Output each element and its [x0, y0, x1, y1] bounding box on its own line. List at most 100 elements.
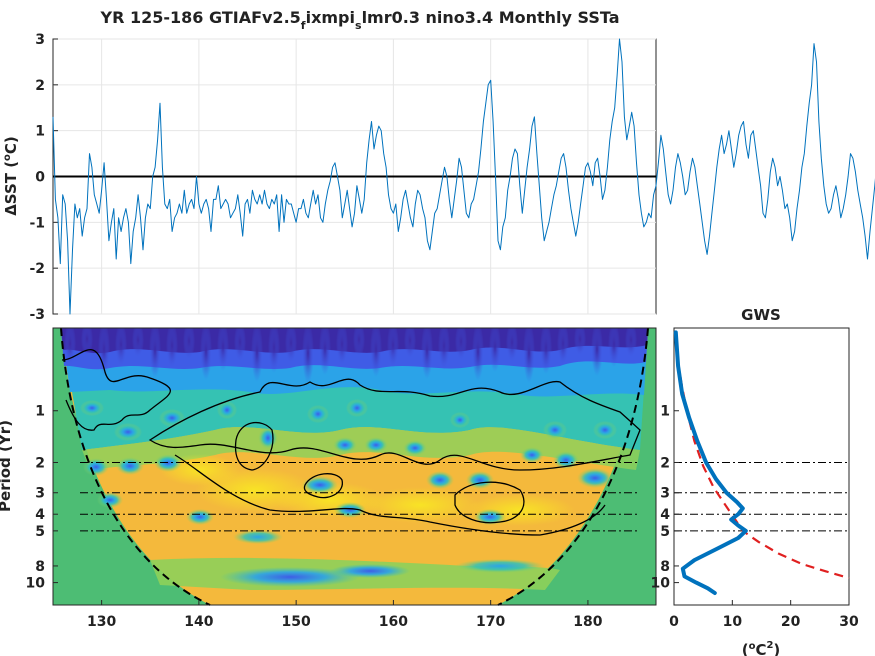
power-finger	[489, 328, 501, 372]
power-finger	[625, 328, 637, 358]
wavelet-yticks: 1 2 3 45 810	[26, 404, 58, 592]
gws-xtick-label: 20	[781, 614, 801, 630]
power-finger	[268, 328, 280, 373]
power-finger	[251, 328, 263, 382]
power-finger	[200, 328, 212, 380]
power-hole	[120, 460, 140, 472]
power-low-1	[220, 567, 360, 587]
power-hole	[101, 495, 119, 505]
gws-axes-box	[673, 327, 850, 606]
power-finger	[540, 328, 552, 374]
power-finger	[506, 328, 518, 363]
gws-xtick-label: 0	[669, 614, 679, 630]
wavelet-power-field	[61, 328, 648, 605]
power-finger	[183, 328, 195, 360]
power-finger	[115, 328, 127, 367]
timeseries-ytick-label: 2	[35, 78, 45, 94]
wavelet-xtick-label: 150	[282, 614, 311, 630]
gws-ytick-label: 4	[660, 507, 670, 523]
power-finger	[608, 328, 620, 367]
significance-contour-2	[148, 378, 641, 471]
power-hole	[547, 424, 563, 436]
power-finger	[591, 328, 603, 376]
power-finger	[319, 328, 331, 375]
timeseries-ytick-label: 0	[35, 170, 45, 186]
gws-ytick-label: 5	[660, 524, 670, 540]
gws-title: GWS	[741, 306, 781, 324]
power-hole	[557, 454, 575, 466]
power-hole	[262, 430, 274, 446]
power-finger	[64, 328, 76, 365]
power-hole	[368, 440, 384, 450]
power-finger	[557, 328, 569, 365]
gws-ytick-label: 2	[660, 455, 670, 471]
wavelet-xtick-label: 180	[573, 614, 602, 630]
power-finger	[523, 328, 535, 383]
timeseries-ytick-label: -2	[29, 261, 45, 277]
timeseries-ytick-label: -3	[29, 307, 45, 323]
power-finger	[217, 328, 229, 371]
power-hole	[118, 426, 138, 438]
gws-xtick-label: 30	[839, 614, 859, 630]
power-hole	[190, 512, 210, 522]
power-hole	[524, 450, 540, 460]
gws-ytick-label: 3	[660, 486, 670, 502]
power-finger	[574, 328, 586, 356]
power-rim-green	[82, 427, 640, 470]
global-wavelet-spectrum-line	[673, 330, 748, 595]
sst-anomaly-line	[52, 38, 875, 315]
wavelet-ytick-label: 2	[35, 455, 45, 471]
wavelet-reference-lines	[80, 461, 640, 532]
power-finger	[472, 328, 484, 381]
power-hole	[338, 505, 362, 515]
gws-xticks: 0 10 20 30	[669, 600, 859, 630]
power-finger	[98, 328, 110, 376]
wavelet-xtick-label: 130	[87, 614, 116, 630]
wavelet-ytick-label: 4	[35, 507, 45, 523]
power-finger	[387, 328, 399, 368]
timeseries-ytick-label: -1	[29, 215, 45, 231]
power-fingers	[64, 328, 637, 384]
wavelet-ytick-label: 8	[35, 559, 45, 575]
power-finger	[455, 328, 467, 361]
power-hole	[581, 471, 609, 485]
power-finger	[421, 328, 433, 379]
power-low-4	[233, 530, 283, 544]
significance-contour-6	[234, 421, 274, 471]
wavelet-ytick-label: 3	[35, 486, 45, 502]
timeseries-ytick-label: 3	[35, 32, 45, 48]
power-low-3	[455, 559, 545, 573]
gws-ytick-label: 8	[660, 559, 670, 575]
power-finger	[438, 328, 450, 370]
wavelet-xtick-label: 170	[476, 614, 505, 630]
power-hole	[84, 403, 100, 413]
wavelet-axes-box	[52, 327, 657, 606]
figure-title: YR 125-186 GTIAFv2.5fixmpislmr0.3 nino3.…	[99, 8, 619, 32]
power-finger	[353, 328, 365, 357]
power-hole	[163, 412, 181, 424]
power-hole	[407, 443, 423, 453]
power-hole	[454, 415, 466, 425]
timeseries-panel: 3 2 1 0 -1 -2 -3 ΔSST (oC)	[2, 32, 875, 323]
gws-xlabel: (oC2)	[742, 640, 781, 656]
significance-contour-1	[61, 348, 171, 431]
power-hole	[350, 402, 364, 414]
wavelet-ytick-label: 5	[35, 524, 45, 540]
power-finger	[336, 328, 348, 366]
timeseries-ylabel: ΔSST (oC)	[2, 136, 20, 216]
power-finger	[149, 328, 161, 378]
significance-contour-3	[174, 454, 606, 536]
power-hole	[221, 404, 233, 416]
power-hole	[158, 457, 178, 469]
power-hole	[478, 512, 502, 522]
gws-yticks: 1 2 3 45 810	[651, 404, 679, 592]
coi-right	[497, 327, 649, 606]
wavelet-ylabel: Period (Yr)	[0, 420, 14, 512]
significance-contour-4	[454, 481, 525, 524]
power-finger	[404, 328, 416, 359]
gws-reference-lines	[674, 461, 849, 532]
power-hole	[430, 474, 450, 486]
power-finger	[302, 328, 314, 384]
power-hole	[306, 479, 334, 491]
gws-xtick-label: 10	[723, 614, 743, 630]
